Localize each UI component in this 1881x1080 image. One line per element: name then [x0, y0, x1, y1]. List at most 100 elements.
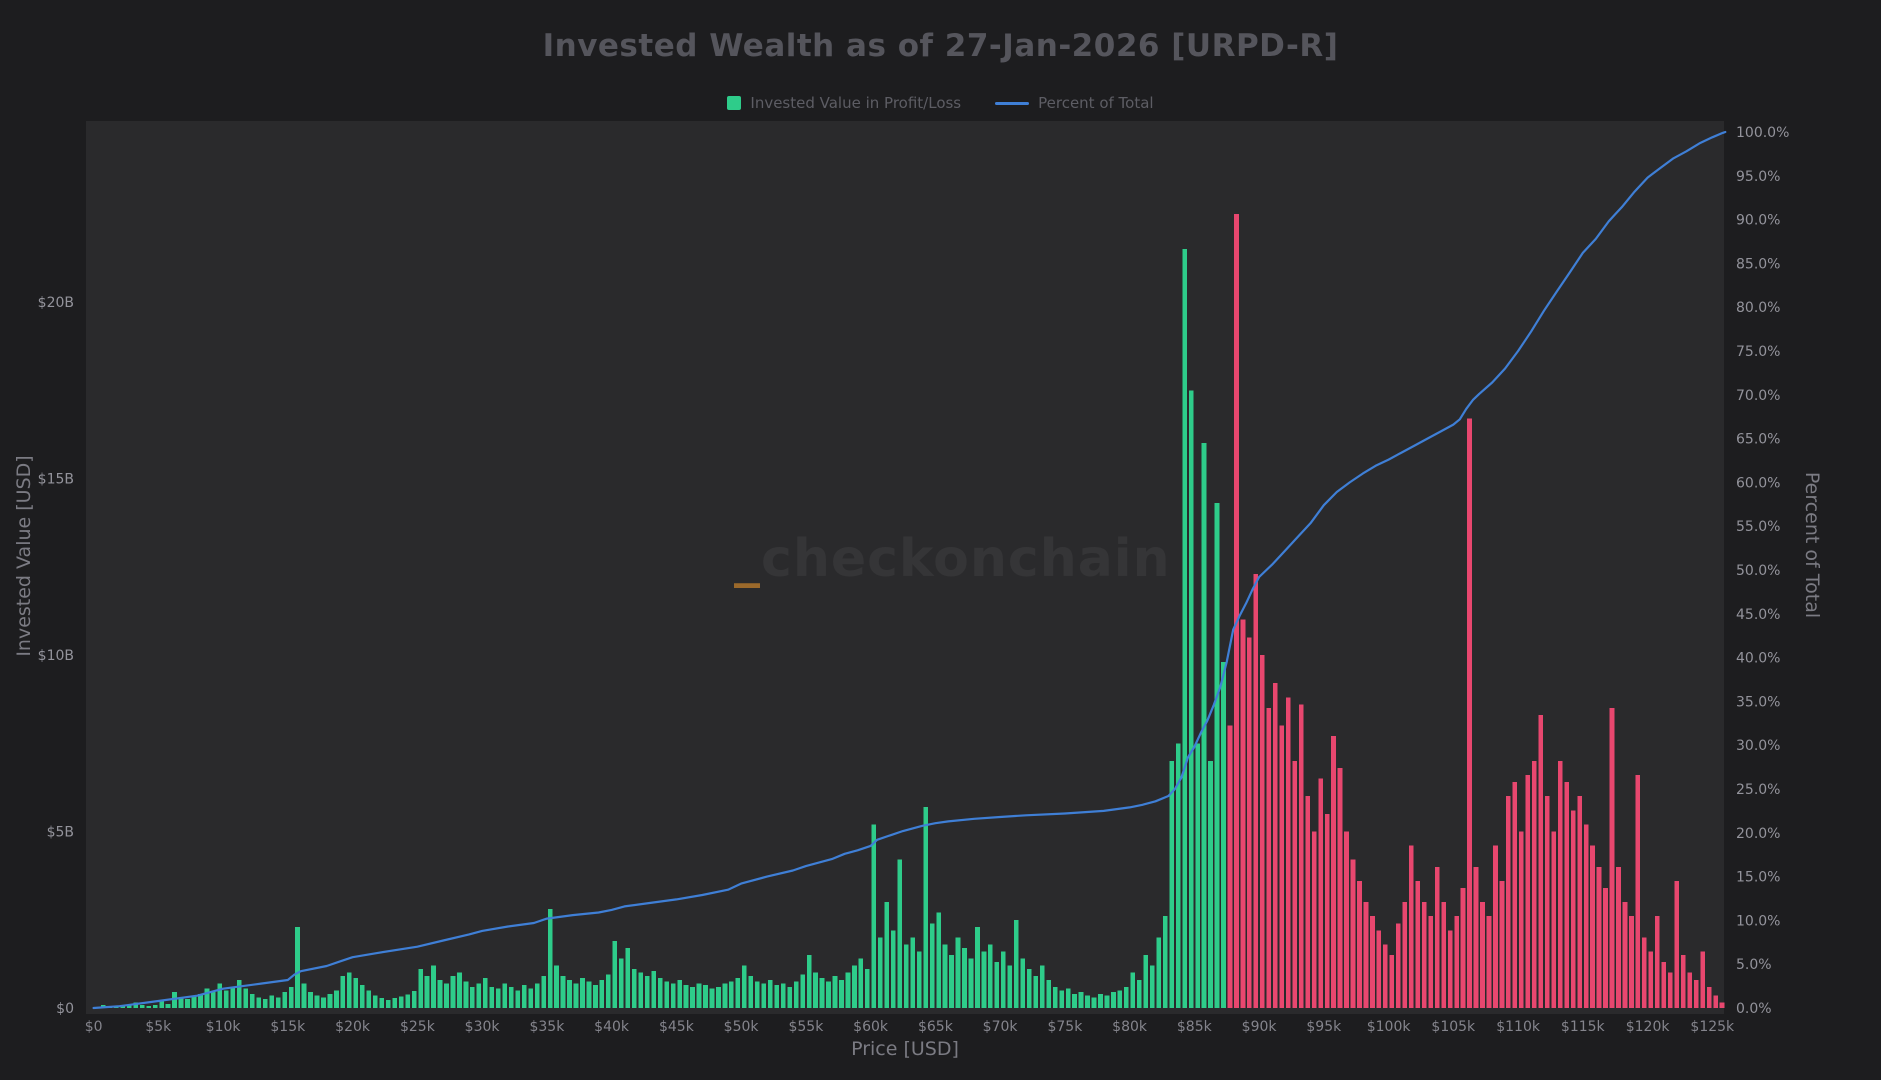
urpd-bar [308, 992, 313, 1008]
urpd-bar [347, 972, 352, 1008]
urpd-bar [411, 991, 417, 1008]
urpd-bar [988, 944, 993, 1008]
watermark-underscore: _ [734, 529, 761, 589]
urpd-bar [994, 962, 1000, 1008]
urpd-bar [1072, 993, 1077, 1008]
urpd-bar [1344, 831, 1349, 1008]
urpd-bar [1557, 760, 1563, 1008]
y-right-tick-label: 85.0% [1736, 256, 1780, 272]
urpd-bar [1564, 782, 1569, 1008]
urpd-bar [1408, 845, 1414, 1008]
y-left-tick-label: $20B [38, 295, 74, 311]
urpd-bar [288, 986, 294, 1008]
urpd-bar [638, 972, 644, 1008]
urpd-bar [1357, 880, 1362, 1008]
urpd-bar [256, 997, 262, 1008]
urpd-bar [670, 983, 676, 1008]
urpd-bar [612, 940, 618, 1008]
urpd-bar [852, 965, 857, 1008]
urpd-bar [774, 985, 780, 1008]
x-tick-label: $80k [1112, 1019, 1148, 1035]
urpd-bar [1616, 866, 1621, 1008]
y-right-tick-label: 20.0% [1736, 826, 1780, 842]
urpd-bar [418, 969, 423, 1008]
urpd-bar [1493, 845, 1498, 1008]
urpd-bar [644, 976, 650, 1008]
urpd-plot-svg[interactable]: $0 $5B $10B $15B $20B 0.0% 5.0% 10.0% 15.0% 20.0%… [38, 121, 1790, 1035]
urpd-bar [1719, 1002, 1725, 1008]
urpd-bar [1402, 902, 1408, 1008]
x-tick-label: $125k [1690, 1019, 1735, 1035]
legend-item-invested-value[interactable]: Invested Value in Profit/Loss [727, 94, 961, 112]
urpd-bar [502, 983, 508, 1008]
urpd-bar [1285, 697, 1291, 1008]
urpd-bar [580, 978, 585, 1008]
urpd-bar [353, 978, 359, 1008]
urpd-bar [1700, 951, 1705, 1008]
urpd-bar [858, 958, 864, 1008]
urpd-bar [1234, 213, 1239, 1009]
urpd-bar [334, 990, 339, 1008]
urpd-bar [865, 969, 870, 1008]
x-tick-label: $90k [1242, 1019, 1278, 1035]
urpd-bar [625, 948, 631, 1008]
urpd-bar [340, 976, 346, 1008]
urpd-bar [1001, 951, 1006, 1008]
urpd-bar [1396, 923, 1401, 1008]
urpd-bar [1642, 937, 1647, 1008]
x-tick-label: $60k [853, 1019, 889, 1035]
urpd-bar [1447, 930, 1453, 1008]
urpd-bar [1667, 972, 1673, 1008]
urpd-bar [398, 996, 404, 1008]
urpd-bar [1162, 916, 1168, 1008]
urpd-bar [832, 976, 838, 1008]
urpd-bar [599, 979, 605, 1008]
urpd-bar [159, 1000, 164, 1008]
urpd-bar [1635, 775, 1641, 1008]
urpd-bar [1143, 955, 1149, 1008]
urpd-bar [1279, 725, 1285, 1008]
x-tick-label: $105k [1431, 1019, 1476, 1035]
urpd-bar [1253, 573, 1259, 1008]
y-left-tick-label: $5B [47, 825, 74, 841]
urpd-bar [955, 937, 961, 1008]
urpd-bar [1506, 796, 1511, 1008]
y-right-tick-label: 90.0% [1736, 213, 1780, 229]
legend-item-percent-of-total[interactable]: Percent of Total [995, 94, 1154, 112]
legend: Invested Value in Profit/Loss Percent of… [0, 94, 1881, 112]
x-tick-label: $30k [465, 1019, 501, 1035]
y-right-tick-label: 35.0% [1736, 694, 1780, 710]
urpd-bar [1124, 986, 1129, 1008]
plot-area[interactable]: _checkonchain $0 $5B $10B $15B $20B 0.0% 5.0% 1… [38, 121, 1790, 1035]
urpd-bar [1629, 916, 1634, 1008]
urpd-bar [729, 981, 734, 1008]
urpd-bar [262, 999, 268, 1008]
urpd-bar [1480, 902, 1485, 1008]
urpd-bar [1706, 986, 1712, 1008]
urpd-bar [793, 981, 799, 1008]
urpd-bar [1389, 955, 1395, 1008]
urpd-bar [1661, 962, 1667, 1008]
urpd-bar [942, 944, 948, 1008]
urpd-bar [463, 981, 469, 1008]
urpd-bar [748, 976, 754, 1008]
urpd-bar [431, 965, 436, 1008]
urpd-bar [1383, 944, 1388, 1008]
chart-title: Invested Wealth as of 27-Jan-2026 [URPD-… [542, 28, 1339, 64]
urpd-bar [1428, 916, 1433, 1008]
urpd-bar [450, 976, 456, 1008]
urpd-bar [735, 978, 741, 1008]
urpd-bar [586, 981, 592, 1008]
x-tick-label: $10k [206, 1019, 242, 1035]
y-right-tick-label: 65.0% [1736, 432, 1780, 448]
urpd-bar [1544, 796, 1550, 1008]
urpd-bar [1499, 880, 1505, 1008]
urpd-bar [573, 983, 579, 1008]
urpd-bar [301, 983, 307, 1008]
urpd-bar [819, 978, 825, 1008]
y-right-tick-label: 55.0% [1736, 519, 1780, 535]
urpd-bar [366, 990, 372, 1008]
urpd-bar [1104, 995, 1110, 1008]
x-tick-label: $25k [400, 1019, 436, 1035]
urpd-bar [1078, 992, 1084, 1008]
